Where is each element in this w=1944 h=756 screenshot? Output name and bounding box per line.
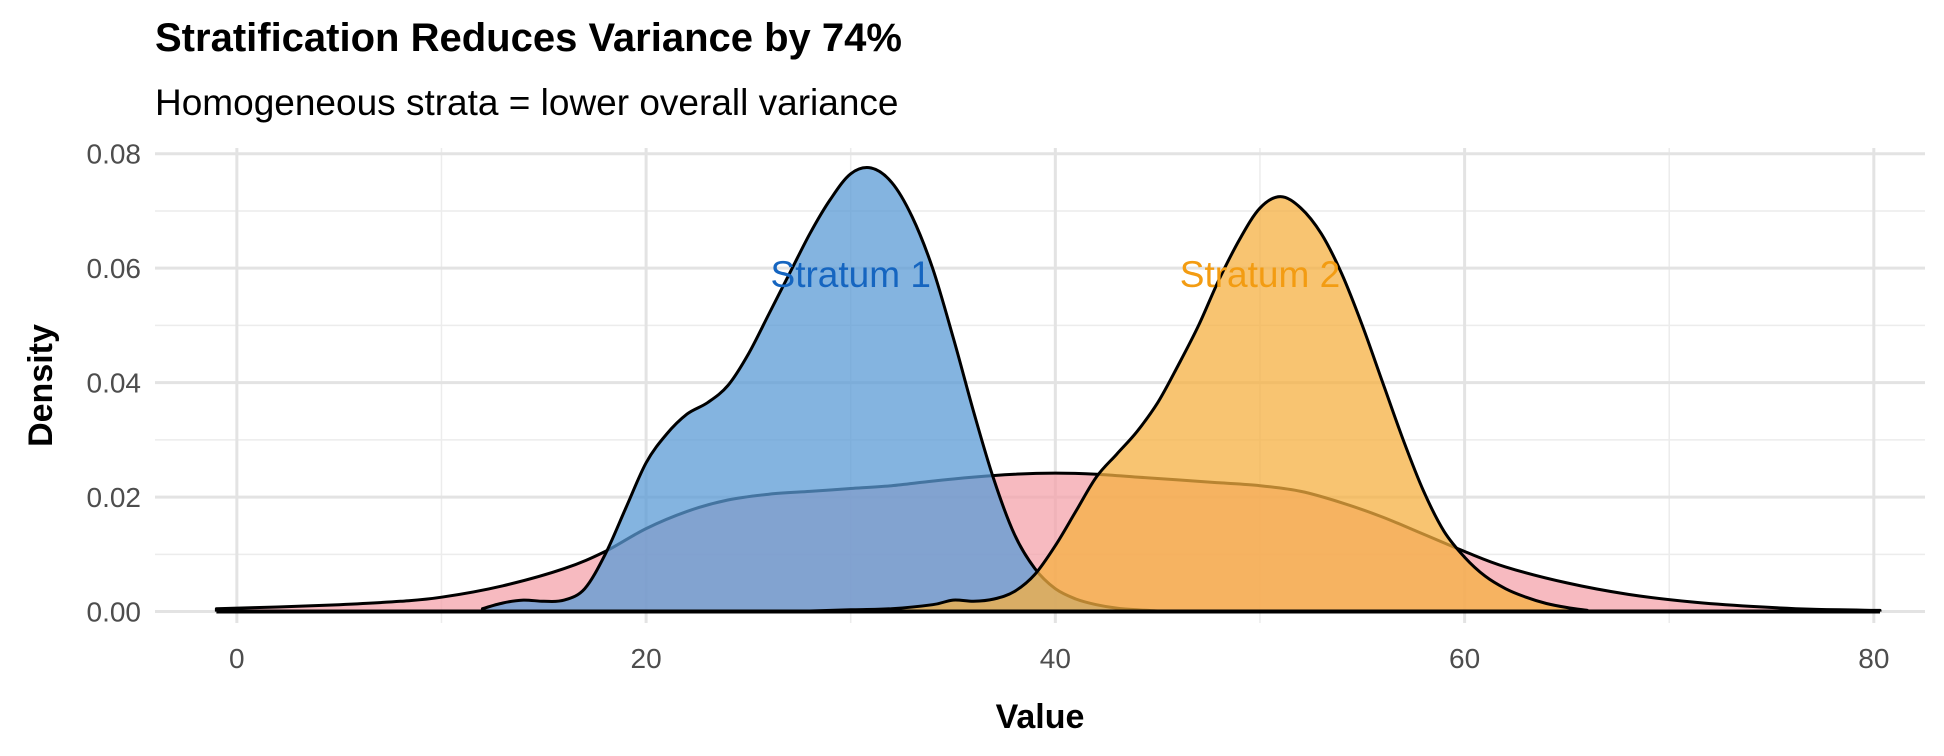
y-tick-label-3: 0.06 bbox=[87, 253, 142, 284]
density-area-2 bbox=[482, 167, 1158, 612]
y-axis-ticks: 0.00 0.02 0.04 0.06 0.08 bbox=[87, 139, 142, 628]
y-tick-label-1: 0.02 bbox=[87, 482, 142, 513]
y-tick-label-4: 0.08 bbox=[87, 139, 142, 170]
x-tick-label-4: 80 bbox=[1858, 643, 1889, 674]
annotation-stratum-1: Stratum 1 bbox=[771, 254, 931, 295]
chart-title: Stratification Reduces Variance by 74% bbox=[155, 16, 902, 60]
annotation-stratum-2: Stratum 2 bbox=[1180, 254, 1340, 295]
x-axis-title: Value bbox=[996, 698, 1085, 736]
y-tick-label-0: 0.00 bbox=[87, 597, 142, 628]
x-tick-label-0: 0 bbox=[229, 643, 245, 674]
density-outline-3 bbox=[768, 195, 1589, 614]
density-areas bbox=[214, 166, 1882, 614]
chart-subtitle: Homogeneous strata = lower overall varia… bbox=[155, 82, 899, 123]
grid-lines bbox=[155, 148, 1925, 623]
x-tick-label-2: 40 bbox=[1040, 643, 1071, 674]
annotations: Stratum 1 Stratum 2 bbox=[771, 254, 1341, 295]
y-axis-title: Density bbox=[22, 324, 60, 447]
x-axis-ticks: 0 20 40 60 80 bbox=[229, 643, 1889, 674]
x-tick-label-3: 60 bbox=[1449, 643, 1480, 674]
density-outline-1 bbox=[214, 471, 1882, 612]
y-tick-label-2: 0.04 bbox=[87, 368, 142, 399]
x-tick-label-1: 20 bbox=[631, 643, 662, 674]
density-area-3 bbox=[768, 196, 1588, 612]
